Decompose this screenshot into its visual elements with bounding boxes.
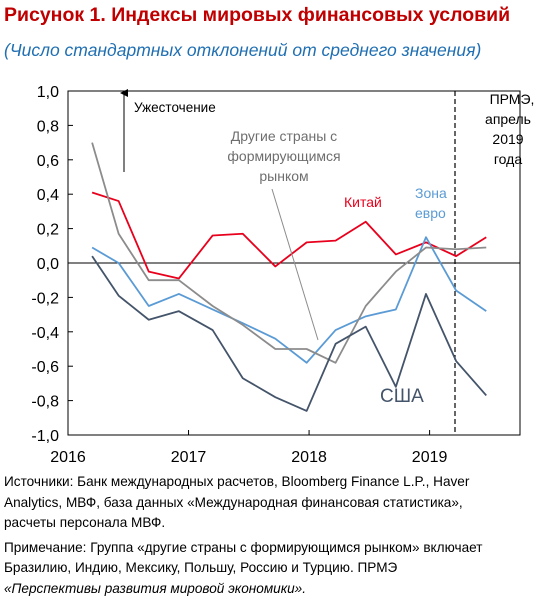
- y-tick-label: -0,4: [31, 325, 59, 342]
- annotation-euro-line1: Зона: [415, 185, 447, 201]
- annotation-china: Китай: [344, 194, 382, 210]
- series: [91, 142, 487, 412]
- annotation-forecast-line1: ПРМЭ,: [490, 91, 535, 107]
- chart-subtitle: (Число стандартных отклонений от среднег…: [4, 40, 482, 60]
- series-line-euro-area: [91, 236, 487, 364]
- series-line-usa: [91, 255, 487, 412]
- note-weo-title: «Перспективы развития мировой экономики»…: [4, 580, 307, 596]
- series-line-china: [91, 191, 487, 280]
- y-tick-label: 0,2: [37, 222, 59, 239]
- x-tick-label: 2019: [412, 449, 448, 466]
- x-tick-label: 2017: [171, 449, 207, 466]
- chart-notes: Источники: Банк международных расчетов, …: [4, 472, 556, 599]
- x-tick-label: 2016: [50, 449, 86, 466]
- note-line-2: Бразилию, Индию, Мексику, Польшу, Россию…: [4, 560, 398, 575]
- sources-line-1: Источники: Банк международных расчетов, …: [4, 474, 470, 489]
- series-line-other-em: [91, 142, 487, 364]
- y-tick-label: 0,8: [37, 118, 59, 135]
- annotation-other-em-line3: рынком: [259, 168, 308, 184]
- chart-title: Рисунок 1. Индексы мировых финансовых ус…: [4, 4, 511, 26]
- sources-line-2: Analytics, МВФ, база данных «Международн…: [4, 494, 463, 510]
- y-tick-label: 0,6: [37, 153, 59, 170]
- financial-conditions-chart: 1,0 0,8 0,6 0,4 0,2 0,0 -0,2 -0,4 -0,6 -0,8 -1,0 2…: [31, 84, 535, 466]
- annotation-other-em-pointer: [271, 188, 319, 341]
- y-tick-label: 0,4: [37, 187, 59, 204]
- y-tick-label: -0,2: [31, 290, 59, 307]
- annotation-euro-line2: евро: [415, 205, 446, 221]
- y-axis: 1,0 0,8 0,6 0,4 0,2 0,0 -0,2 -0,4 -0,6 -0,8 -1,0: [31, 84, 73, 445]
- y-tick-label: 1,0: [37, 84, 59, 101]
- annotation-forecast-line3: 2019: [492, 131, 523, 147]
- y-tick-label: -0,8: [31, 394, 59, 411]
- annotation-usa: США: [380, 386, 424, 407]
- x-tick-label: 2018: [291, 449, 327, 466]
- y-tick-label: -0,6: [31, 359, 59, 376]
- annotation-forecast-line4: года: [494, 151, 522, 167]
- y-tick-label: -1,0: [31, 428, 59, 445]
- annotation-tightening: Ужесточение: [134, 100, 216, 115]
- note-line-1: Примечание: Группа «другие страны с форм…: [4, 539, 483, 555]
- annotation-other-em-line2: формирующимся: [227, 148, 340, 164]
- annotation-forecast-line2: апрель: [485, 111, 531, 127]
- annotation-other-em-line1: Другие страны с: [231, 128, 337, 144]
- y-tick-label: 0,0: [37, 256, 59, 273]
- x-axis: 2016 2017 2018 2019: [50, 430, 447, 466]
- note-line-3: «Перспективы развития мировой экономики»…: [4, 579, 556, 600]
- sources-line-3: расчеты персонала МВФ.: [4, 515, 166, 530]
